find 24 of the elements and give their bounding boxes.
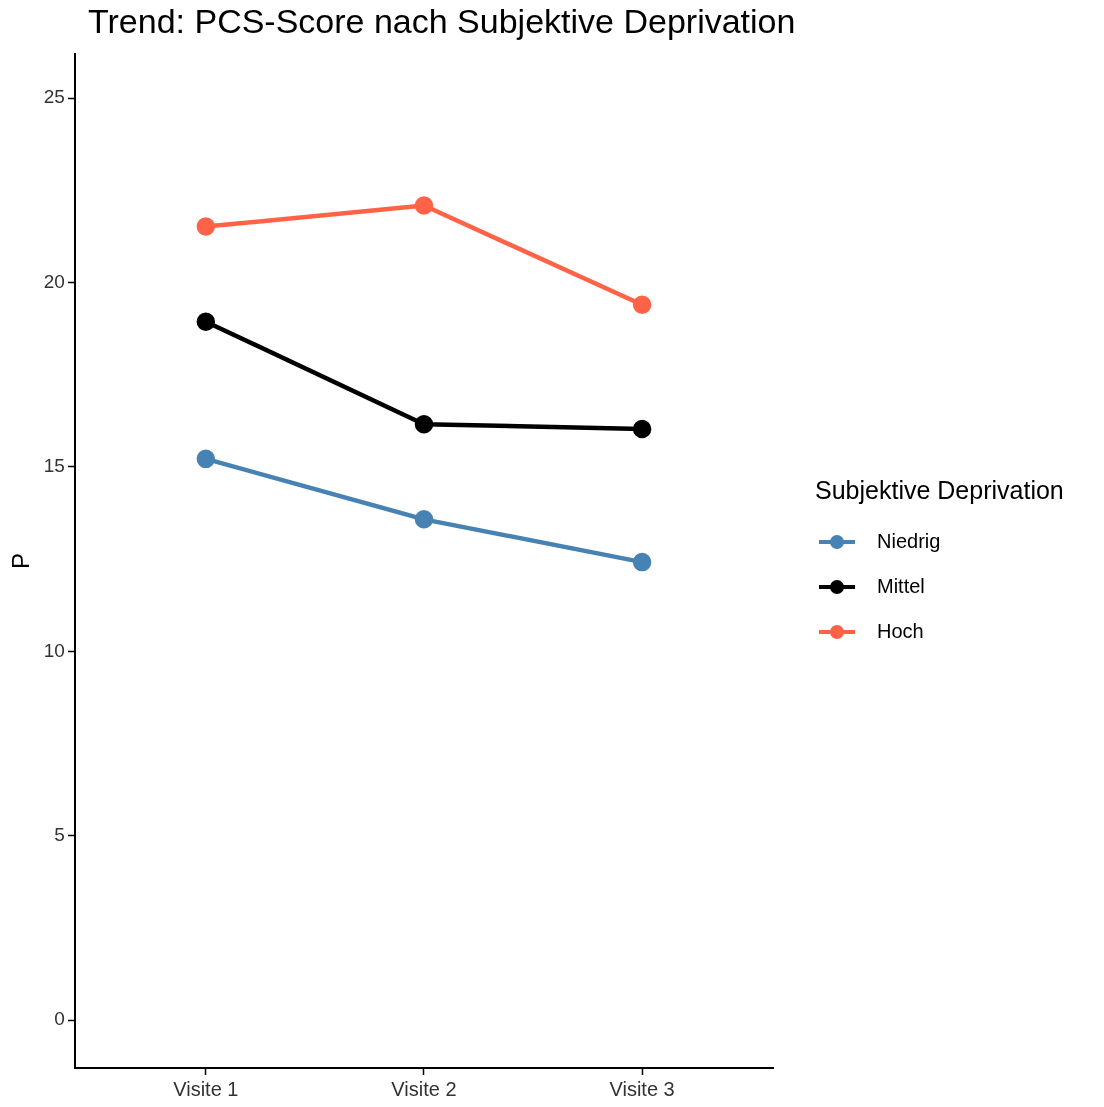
point bbox=[414, 196, 434, 215]
x-tick-label: Visite 1 bbox=[173, 1077, 239, 1100]
point bbox=[196, 312, 216, 331]
point bbox=[632, 419, 652, 439]
y-tick-label: 15 bbox=[43, 455, 65, 477]
y-tick-label: 10 bbox=[43, 639, 65, 661]
x-tick-label: Visite 3 bbox=[609, 1077, 675, 1100]
y-tick-label: 0 bbox=[54, 1008, 65, 1030]
legend-label: Hoch bbox=[877, 620, 924, 643]
x-tick-label: Visite 2 bbox=[391, 1077, 457, 1100]
point bbox=[414, 414, 434, 434]
point bbox=[414, 510, 434, 529]
y-axis-title: P bbox=[7, 552, 35, 570]
legend-label: Niedrig bbox=[877, 530, 941, 553]
point bbox=[632, 295, 652, 314]
point bbox=[196, 449, 216, 469]
y-tick-label: 25 bbox=[43, 86, 65, 108]
legend-label: Mittel bbox=[877, 575, 925, 598]
legend-title: Subjektive Deprivation bbox=[815, 476, 1064, 505]
y-tick-label: 20 bbox=[43, 270, 65, 292]
point bbox=[196, 217, 216, 236]
chart-title: Trend: PCS-Score nach Subjektive Deprivation bbox=[88, 2, 796, 41]
point bbox=[632, 552, 652, 572]
y-tick-label: 5 bbox=[54, 823, 65, 845]
